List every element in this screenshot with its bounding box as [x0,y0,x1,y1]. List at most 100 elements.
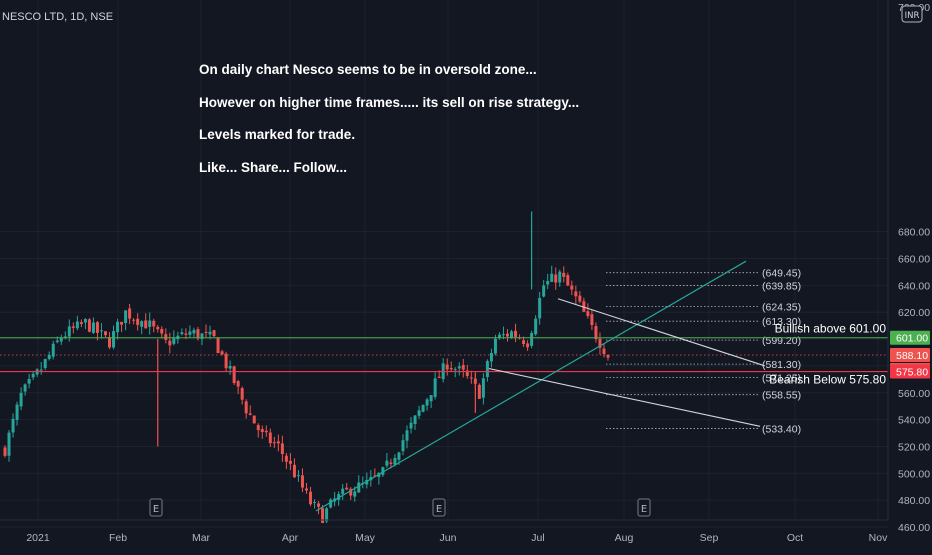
candle[interactable] [11,413,15,438]
candle[interactable] [385,452,389,468]
candle[interactable] [19,387,23,411]
candle[interactable] [542,279,546,298]
candle[interactable] [586,303,590,319]
candle[interactable] [550,265,554,283]
candle[interactable] [43,358,47,371]
candle[interactable] [582,297,586,312]
candle[interactable] [417,405,421,419]
candle[interactable] [296,469,300,482]
candle[interactable] [433,372,437,400]
candle[interactable] [469,370,473,384]
candle[interactable] [538,291,542,325]
candle[interactable] [361,476,365,489]
candle[interactable] [15,401,19,426]
candle[interactable] [558,269,562,287]
candle[interactable] [71,322,75,334]
candle[interactable] [445,358,449,376]
candle[interactable] [489,348,493,368]
candle[interactable] [481,373,485,405]
earnings-event-marker[interactable]: E [432,498,446,517]
candle[interactable] [562,266,566,283]
candle[interactable] [248,405,252,416]
candle[interactable] [590,309,594,331]
candle[interactable] [373,468,377,478]
candle[interactable] [365,472,369,489]
candle[interactable] [156,324,160,333]
candle[interactable] [252,415,256,424]
candle[interactable] [313,499,317,509]
candle[interactable] [200,332,204,346]
candle[interactable] [477,383,481,400]
candles[interactable] [3,211,610,524]
candle[interactable] [530,330,534,349]
candle[interactable] [272,436,276,448]
candle[interactable] [329,498,333,509]
candle[interactable] [108,332,112,350]
current-price-badge[interactable]: 588.10 [890,348,930,363]
candle[interactable] [83,318,87,330]
candle[interactable] [345,482,349,491]
candle[interactable] [192,327,196,338]
currency-button[interactable]: INR [901,5,923,23]
candle[interactable] [264,425,268,437]
candle[interactable] [449,361,453,372]
candle[interactable] [39,361,43,375]
candle[interactable] [598,332,602,355]
candle[interactable] [337,491,341,506]
candle[interactable] [236,379,240,395]
bearish-price-badge[interactable]: 575.80 [890,364,930,379]
candle[interactable] [276,434,280,452]
candle[interactable] [216,336,220,354]
candle[interactable] [148,312,152,335]
candle[interactable] [124,310,128,331]
candle[interactable] [7,429,11,462]
candle[interactable] [341,483,345,501]
candle[interactable] [413,415,417,430]
candle[interactable] [441,358,445,383]
candle[interactable] [27,373,31,389]
price-axis[interactable]: 460.00480.00500.00520.00540.00560.00580.… [887,0,930,534]
candle[interactable] [325,506,329,524]
candle[interactable] [260,425,264,439]
candle[interactable] [244,399,248,419]
candle[interactable] [309,486,313,507]
candle[interactable] [574,285,578,305]
uptrend-line[interactable] [315,260,747,512]
candle[interactable] [288,453,292,471]
candle[interactable] [501,326,505,340]
candle[interactable] [284,452,288,469]
candle[interactable] [522,336,526,348]
candle[interactable] [59,334,63,345]
candle[interactable] [144,313,148,329]
candle[interactable] [497,332,501,340]
candle[interactable] [140,320,144,335]
candle[interactable] [457,362,461,376]
candle[interactable] [357,475,361,493]
candle[interactable] [240,386,244,405]
candle[interactable] [256,423,260,438]
bullish-price-badge[interactable]: 601.00 [890,330,930,345]
candle[interactable] [602,343,606,358]
candle[interactable] [51,340,55,360]
candle[interactable] [31,370,35,381]
earnings-event-marker[interactable]: E [637,498,651,517]
candle[interactable] [493,334,497,356]
candle[interactable] [23,383,27,396]
candle[interactable] [578,291,582,304]
candle[interactable] [212,329,216,338]
candle[interactable] [534,315,538,336]
candle[interactable] [204,324,208,338]
candle[interactable] [409,416,413,434]
candle[interactable] [128,303,132,325]
candle[interactable] [232,365,236,385]
candle[interactable] [220,349,224,356]
candle[interactable] [136,313,140,331]
candle[interactable] [164,328,168,344]
candle[interactable] [188,325,192,338]
lower-trend-line[interactable] [488,368,761,427]
candle[interactable] [461,358,465,378]
candle[interactable] [349,487,353,501]
candle[interactable] [606,354,610,361]
drawings[interactable]: Bullish above 601.00 Bearish Below 575.80 [0,260,888,512]
